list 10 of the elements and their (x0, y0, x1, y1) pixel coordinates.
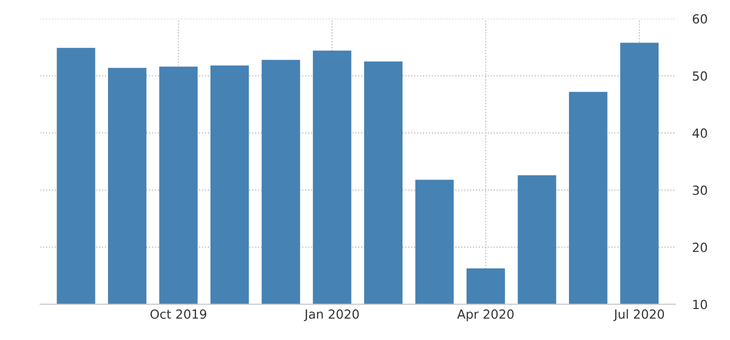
x-tick-label: Jul 2020 (613, 309, 664, 322)
x-tick-label: Jan 2020 (304, 309, 359, 322)
y-tick-label: 30 (692, 186, 707, 195)
y-tick-label: 50 (692, 71, 707, 81)
y-tick-label: 40 (692, 128, 707, 138)
x-tick-label: Oct 2019 (150, 309, 206, 319)
y-tick-label: 20 (692, 242, 707, 252)
y-tick-label: 10 (693, 300, 707, 310)
x-tick-label: Apr 2020 (457, 309, 514, 322)
y-tick-label: 60 (692, 14, 707, 24)
